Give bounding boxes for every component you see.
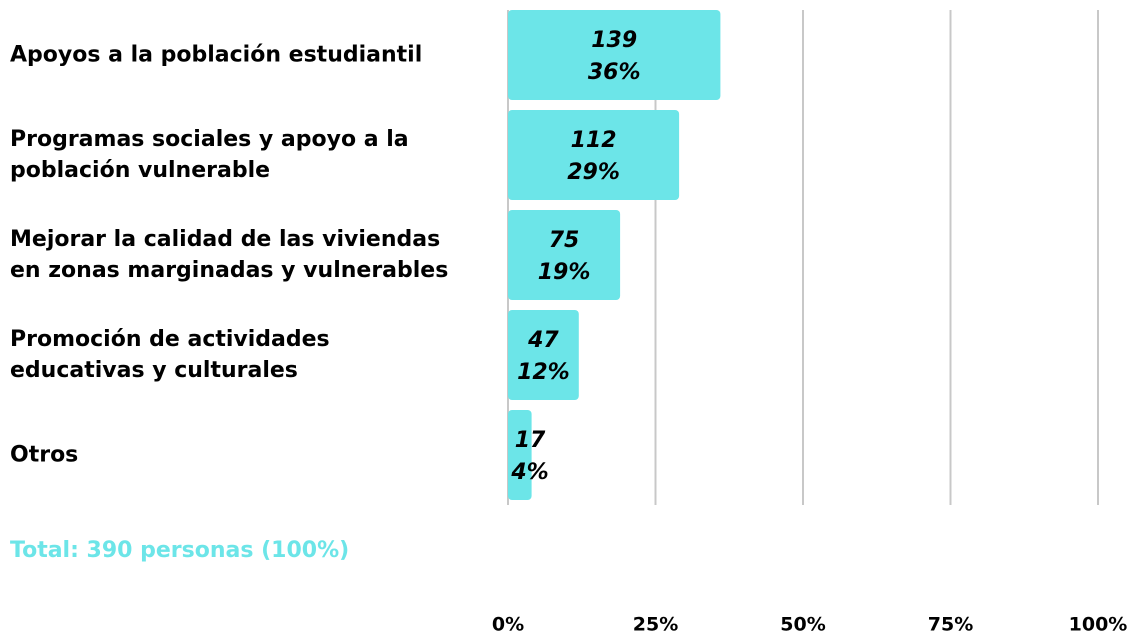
x-tick-label: 75%	[928, 614, 973, 634]
category-label: Promoción de actividades educativas y cu…	[10, 327, 330, 383]
category-label: Otros	[10, 442, 79, 468]
bar	[508, 410, 532, 500]
bar	[508, 310, 579, 400]
count-label: 47	[527, 328, 559, 353]
value-label: 36%	[588, 60, 641, 85]
value-label: 19%	[538, 260, 591, 285]
x-tick-label: 100%	[1069, 614, 1128, 634]
x-tick-label: 25%	[633, 614, 678, 634]
count-label: 75	[549, 228, 580, 253]
category-label: Apoyos a la población estudiantil	[10, 42, 423, 68]
value-label: 4%	[510, 460, 548, 485]
category-label: Programas sociales y apoyo a la població…	[10, 127, 409, 183]
bar	[508, 10, 721, 100]
bar	[508, 110, 680, 200]
value-label: 29%	[567, 160, 620, 185]
x-tick-label: 0%	[492, 614, 524, 634]
count-label: 112	[571, 128, 617, 153]
count-label: 17	[515, 428, 546, 453]
category-label: Mejorar la calidad de las viviendas en z…	[10, 227, 449, 283]
bar	[508, 210, 621, 300]
x-tick-label: 50%	[780, 614, 825, 634]
count-label: 139	[591, 28, 637, 53]
total-annotation: Total: 390 personas (100%)	[10, 538, 350, 563]
value-label: 12%	[517, 360, 570, 385]
